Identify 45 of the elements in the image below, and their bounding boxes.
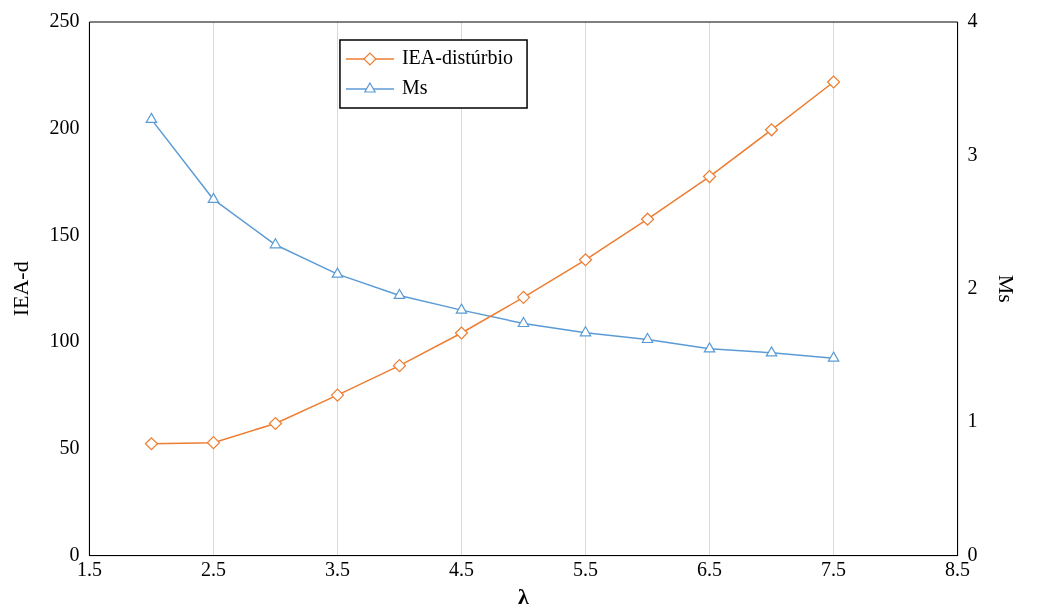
point xyxy=(145,112,158,123)
y-tick-label: 100 xyxy=(49,329,80,352)
point xyxy=(392,359,407,373)
point xyxy=(330,388,345,402)
point xyxy=(331,267,344,278)
point xyxy=(455,303,468,314)
point xyxy=(578,253,593,267)
point xyxy=(269,238,282,249)
y2-tick-label: 4 xyxy=(967,9,978,32)
point xyxy=(579,326,592,337)
y-tick-label: 50 xyxy=(59,436,80,459)
y2-tick-label: 3 xyxy=(967,142,978,165)
point xyxy=(641,332,654,344)
x-tick-label: 2.5 xyxy=(200,557,226,580)
point xyxy=(206,436,221,450)
legend-label: Ms xyxy=(401,76,428,99)
point xyxy=(827,351,840,362)
y2-axis-title: Ms xyxy=(994,274,1020,303)
x-tick-label: 4.5 xyxy=(448,557,474,580)
point xyxy=(144,437,159,451)
y-axis-title: IEA-d xyxy=(7,261,33,317)
y-tick-label: 150 xyxy=(49,222,80,245)
y2-tick-label: 1 xyxy=(967,409,978,432)
point xyxy=(826,75,841,89)
y2-tick-label: 2 xyxy=(967,276,978,299)
point xyxy=(516,290,531,304)
point xyxy=(765,346,778,357)
y-tick-label: 0 xyxy=(69,542,80,565)
x-tick-label: 5.5 xyxy=(573,557,599,580)
x-tick-label: 6.5 xyxy=(697,557,723,580)
point xyxy=(640,212,655,226)
point xyxy=(703,342,716,353)
point xyxy=(393,288,406,300)
y-tick-label: 200 xyxy=(49,115,80,138)
x-tick-label: 3.5 xyxy=(324,557,350,580)
y-tick-label: 250 xyxy=(49,9,80,32)
point xyxy=(764,123,779,137)
x-axis-title: λ xyxy=(518,584,530,610)
legend-label: IEA-distúrbio xyxy=(401,46,514,69)
point xyxy=(702,169,717,184)
point xyxy=(454,326,469,340)
x-tick-label: 7.5 xyxy=(821,557,847,580)
point xyxy=(517,316,530,328)
point xyxy=(268,416,283,431)
point xyxy=(207,192,220,204)
